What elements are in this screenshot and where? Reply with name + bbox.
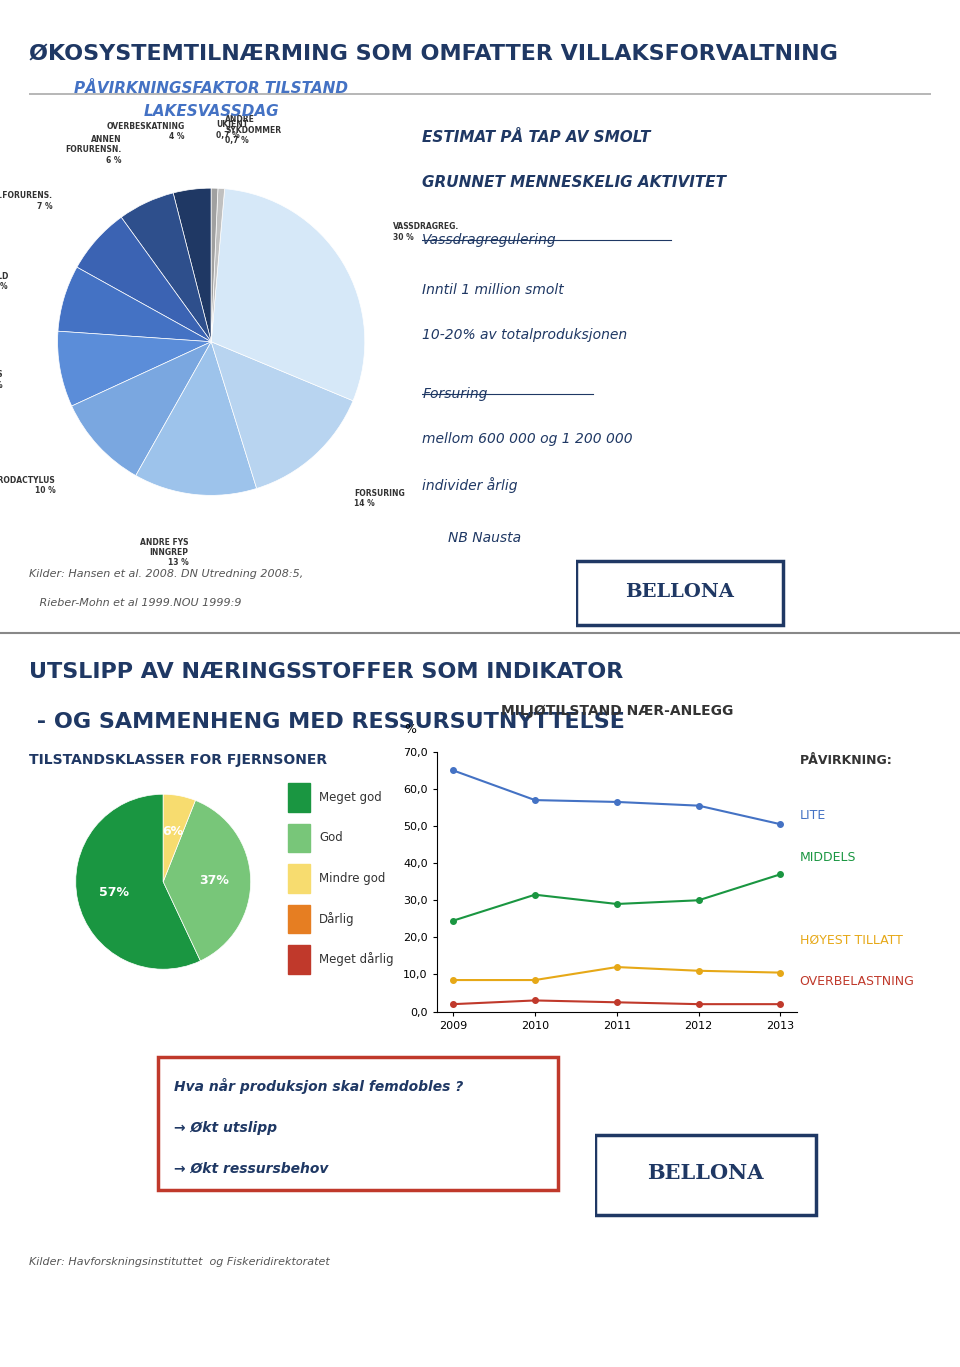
Text: Kilder: Hansen et al. 2008. DN Utredning 2008:5,: Kilder: Hansen et al. 2008. DN Utredning… [29, 569, 303, 580]
Text: Kilder: Havforskningsinstituttet  og Fiskeridirektoratet: Kilder: Havforskningsinstituttet og Fisk… [29, 1256, 329, 1267]
Text: BELLONA: BELLONA [625, 582, 734, 601]
Wedge shape [173, 189, 211, 342]
Wedge shape [72, 342, 211, 476]
Text: 10-20% av totalproduksjonen: 10-20% av totalproduksjonen [422, 328, 628, 342]
Text: Meget dårlig: Meget dårlig [319, 953, 394, 966]
Text: OVERBELASTNING: OVERBELASTNING [800, 975, 915, 988]
Text: MILJØTILSTAND NÆR-ANLEGG: MILJØTILSTAND NÆR-ANLEGG [500, 704, 733, 718]
Text: GRUNNET MENNESKELIG AKTIVITET: GRUNNET MENNESKELIG AKTIVITET [422, 175, 727, 190]
Text: NB Nausta: NB Nausta [448, 532, 521, 545]
Bar [288, 783, 310, 812]
Text: 57%: 57% [99, 886, 129, 899]
Wedge shape [58, 267, 211, 342]
Text: VASSDRAGREG.
30 %: VASSDRAGREG. 30 % [393, 223, 459, 242]
Text: ANDRE FORHOLD
7 %: ANDRE FORHOLD 7 % [0, 272, 8, 291]
FancyBboxPatch shape [595, 1135, 816, 1215]
Wedge shape [163, 800, 251, 961]
Text: BELLONA: BELLONA [647, 1163, 764, 1184]
Text: → Økt ressursbehov: → Økt ressursbehov [175, 1162, 328, 1176]
Wedge shape [211, 189, 218, 342]
Text: Inntil 1 million smolt: Inntil 1 million smolt [422, 283, 564, 297]
Text: UKJENT
0,7 %: UKJENT 0,7 % [216, 120, 248, 139]
Text: Mindre god: Mindre god [319, 872, 386, 884]
Wedge shape [211, 342, 353, 488]
FancyBboxPatch shape [576, 562, 783, 625]
Text: 6%: 6% [162, 826, 183, 838]
Text: individer årlig: individer årlig [422, 477, 517, 493]
Bar [288, 864, 310, 893]
Wedge shape [135, 342, 256, 495]
Wedge shape [58, 331, 211, 406]
Text: MIDDELS: MIDDELS [800, 850, 856, 864]
Text: Vassdragregulering: Vassdragregulering [422, 234, 557, 247]
Text: ØKOSYSTEMTILNÆRMING SOM OMFATTER VILLAKSFORVALTNING: ØKOSYSTEMTILNÆRMING SOM OMFATTER VILLAKS… [29, 44, 838, 64]
Text: %: % [404, 723, 417, 737]
Text: PÅVIRKNINGSFAKTOR TILSTAND: PÅVIRKNINGSFAKTOR TILSTAND [74, 81, 348, 96]
Text: 37%: 37% [199, 874, 228, 887]
Text: LAKSELUS
8 %: LAKSELUS 8 % [0, 370, 3, 390]
Wedge shape [211, 189, 225, 342]
Text: Meget god: Meget god [319, 791, 382, 804]
Text: ESTIMAT PÅ TAP AV SMOLT: ESTIMAT PÅ TAP AV SMOLT [422, 130, 651, 145]
Text: PÅVIRKNING:: PÅVIRKNING: [800, 755, 893, 767]
Wedge shape [76, 794, 201, 969]
Text: OVERBESKATNING
4 %: OVERBESKATNING 4 % [107, 122, 184, 141]
Wedge shape [77, 217, 211, 342]
Text: God: God [319, 831, 343, 845]
Text: Hva når produksjon skal femdobles ?: Hva når produksjon skal femdobles ? [175, 1079, 464, 1095]
Bar [288, 945, 310, 973]
Text: FORSURING
14 %: FORSURING 14 % [354, 489, 404, 509]
Text: Rieber-Mohn et al 1999.NOU 1999:9: Rieber-Mohn et al 1999.NOU 1999:9 [29, 597, 241, 608]
Text: Dårlig: Dårlig [319, 912, 355, 925]
Text: ANDRE FYS
INNGREP
13 %: ANDRE FYS INNGREP 13 % [140, 537, 189, 567]
Text: JORDBR.FORURENS.
7 %: JORDBR.FORURENS. 7 % [0, 191, 53, 211]
Text: - OG SAMMENHENG MED RESSURSUTNYTTELSE: - OG SAMMENHENG MED RESSURSUTNYTTELSE [29, 712, 625, 733]
Text: TILSTANDSKLASSER FOR FJERNSONER: TILSTANDSKLASSER FOR FJERNSONER [29, 753, 327, 767]
Bar [288, 905, 310, 934]
Text: LAKESVASSDAG: LAKESVASSDAG [143, 104, 279, 119]
Text: → Økt utslipp: → Økt utslipp [175, 1121, 277, 1136]
Text: UTSLIPP AV NÆRINGSSTOFFER SOM INDIKATOR: UTSLIPP AV NÆRINGSSTOFFER SOM INDIKATOR [29, 662, 623, 682]
Wedge shape [163, 794, 196, 882]
Bar [288, 824, 310, 852]
Text: HØYEST TILLATT: HØYEST TILLATT [800, 934, 902, 947]
Text: LITE: LITE [800, 809, 826, 822]
Text: ANDRE
SYKDOMMER
0,7 %: ANDRE SYKDOMMER 0,7 % [225, 115, 281, 145]
Text: Forsuring: Forsuring [422, 387, 488, 401]
Wedge shape [211, 189, 365, 401]
Wedge shape [121, 193, 211, 342]
FancyBboxPatch shape [157, 1057, 558, 1191]
Text: mellom 600 000 og 1 200 000: mellom 600 000 og 1 200 000 [422, 432, 633, 446]
Text: GYRODACTYLUS
10 %: GYRODACTYLUS 10 % [0, 476, 56, 495]
Text: ANNEN
FORURENSN.
6 %: ANNEN FORURENSN. 6 % [65, 135, 121, 164]
